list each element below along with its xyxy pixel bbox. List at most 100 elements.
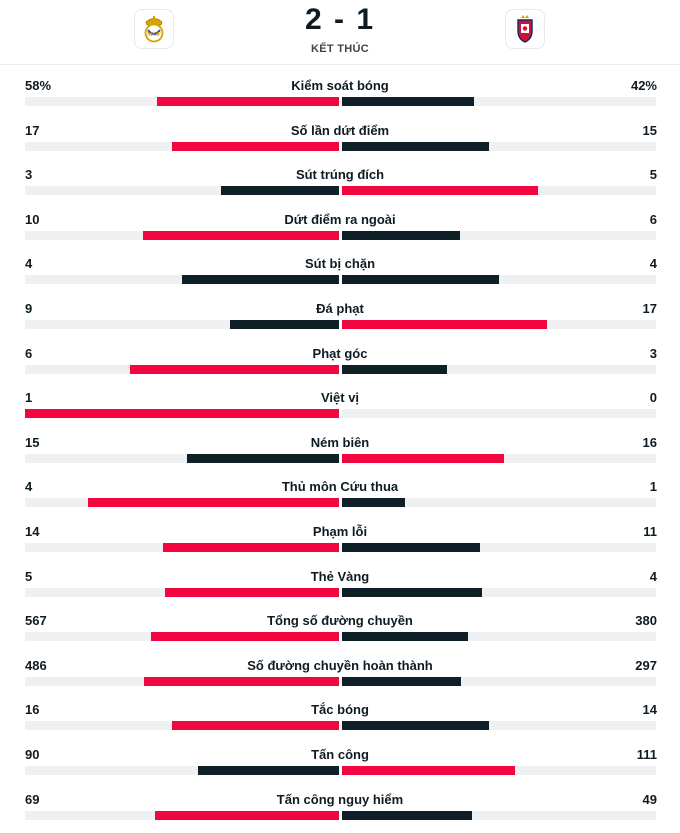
stat-label: Tấn công nguy hiểm	[276, 791, 404, 807]
away-stat-track	[342, 230, 656, 240]
home-stat-value: 9	[25, 300, 33, 316]
home-stat-bar	[25, 409, 339, 419]
stat-label: Ném biên	[310, 434, 370, 450]
away-stat-track	[342, 676, 656, 686]
home-stat-value: 15	[25, 434, 40, 450]
home-stat-value: 58%	[25, 78, 52, 93]
home-stat-track	[25, 186, 339, 196]
stat-label: Số đường chuyền hoàn thành	[247, 657, 433, 673]
away-stat-track	[342, 721, 656, 731]
home-stat-track	[25, 409, 339, 419]
stat-row: 15 Ném biên 16	[0, 421, 680, 466]
stat-label: Sút trúng đích	[295, 167, 385, 183]
away-stat-value: 111	[636, 746, 657, 762]
stat-label: Kiểm soát bóng	[291, 78, 389, 93]
away-stat-bar	[342, 810, 473, 820]
away-stat-track	[342, 542, 656, 552]
home-stat-bar	[198, 765, 339, 775]
stat-label: Sút bị chặn	[304, 256, 376, 272]
away-stat-bar	[342, 275, 499, 285]
home-stat-value: 90	[25, 746, 40, 762]
away-stat-bar	[342, 141, 490, 151]
stat-label: Phạt góc	[312, 345, 368, 361]
home-stat-track	[25, 542, 339, 552]
home-stat-bar	[172, 141, 339, 151]
away-stat-track	[342, 765, 656, 775]
stat-label: Đá phạt	[316, 300, 364, 316]
match-status: KẾT THÚC	[310, 43, 369, 55]
stat-label: Dứt điểm ra ngoài	[284, 211, 396, 227]
real-madrid-crest-icon: MCF	[144, 16, 164, 43]
home-stat-track	[25, 721, 339, 731]
home-stat-value: 4	[25, 479, 33, 495]
away-stat-track	[342, 409, 656, 419]
home-stat-bar	[142, 230, 339, 240]
home-stat-track	[25, 498, 339, 508]
home-stat-value: 14	[25, 523, 40, 539]
home-stat-track	[25, 141, 339, 151]
away-stat-track	[342, 632, 656, 642]
home-stat-value: 16	[25, 702, 40, 718]
away-stat-bar	[342, 498, 405, 508]
stat-label: Việt vị	[320, 390, 360, 406]
home-stat-bar	[87, 498, 339, 508]
stat-row: 58% Kiểm soát bóng 42%	[0, 64, 680, 109]
home-stat-value: 4	[25, 256, 33, 272]
stat-row: 486 Số đường chuyền hoàn thành 297	[0, 644, 680, 689]
home-stat-bar	[163, 542, 339, 552]
away-stat-value: 1	[649, 479, 657, 495]
svg-text:MCF: MCF	[147, 32, 161, 38]
stat-label: Số lần dứt điểm	[290, 122, 390, 138]
away-stat-value: 4	[649, 568, 657, 584]
stat-label: Tấn công	[311, 746, 369, 762]
away-stat-value: 297	[635, 657, 657, 673]
home-stat-value: 6	[25, 345, 33, 361]
home-stat-value: 3	[25, 167, 33, 183]
away-stat-track	[342, 319, 656, 329]
away-stat-track	[342, 453, 656, 463]
away-stat-bar	[342, 186, 539, 196]
away-stat-track	[342, 810, 656, 820]
stat-label: Tắc bóng	[311, 702, 369, 718]
home-stat-value: 486	[25, 657, 47, 673]
home-stat-bar	[129, 364, 339, 374]
home-stat-track	[25, 810, 339, 820]
away-stat-bar	[342, 319, 548, 329]
home-stat-track	[25, 230, 339, 240]
home-stat-track	[25, 632, 339, 642]
stat-row: 567 Tổng số đường chuyền 380	[0, 599, 680, 644]
away-stat-value: 3	[649, 345, 657, 361]
home-stat-bar	[155, 810, 339, 820]
away-stat-track	[342, 275, 656, 285]
stat-row: 14 Phạm lỗi 11	[0, 510, 680, 555]
away-stat-value: 5	[649, 167, 657, 183]
away-stat-track	[342, 364, 656, 374]
away-stat-bar	[342, 721, 489, 731]
away-stat-value: 0	[649, 390, 657, 406]
home-stat-track	[25, 97, 339, 106]
stat-row: 9 Đá phạt 17	[0, 287, 680, 332]
stat-label: Thẻ Vàng	[310, 568, 370, 584]
away-stat-value: 14	[642, 702, 657, 718]
home-stat-track	[25, 364, 339, 374]
home-stat-bar	[164, 587, 339, 597]
away-team-crest[interactable]	[505, 9, 545, 49]
home-team-crest[interactable]: MCF	[134, 9, 174, 49]
stat-row: 3 Sút trúng đích 5	[0, 153, 680, 198]
home-stat-value: 1	[25, 390, 33, 406]
away-stat-bar	[342, 542, 481, 552]
stat-row: 1 Việt vị 0	[0, 376, 680, 421]
home-stat-bar	[182, 275, 339, 285]
stat-row: 4 Thủ môn Cứu thua 1	[0, 465, 680, 510]
home-stat-bar	[156, 97, 339, 106]
away-stat-bar	[342, 364, 447, 374]
home-stat-bar	[171, 721, 339, 731]
home-stat-bar	[221, 186, 339, 196]
stat-row: 90 Tấn công 111	[0, 733, 680, 778]
away-stat-value: 4	[649, 256, 657, 272]
home-stat-track	[25, 275, 339, 285]
home-stat-value: 567	[25, 613, 47, 629]
away-stat-value: 380	[635, 613, 657, 629]
away-stat-value: 42%	[630, 78, 657, 93]
away-stat-value: 17	[642, 300, 657, 316]
